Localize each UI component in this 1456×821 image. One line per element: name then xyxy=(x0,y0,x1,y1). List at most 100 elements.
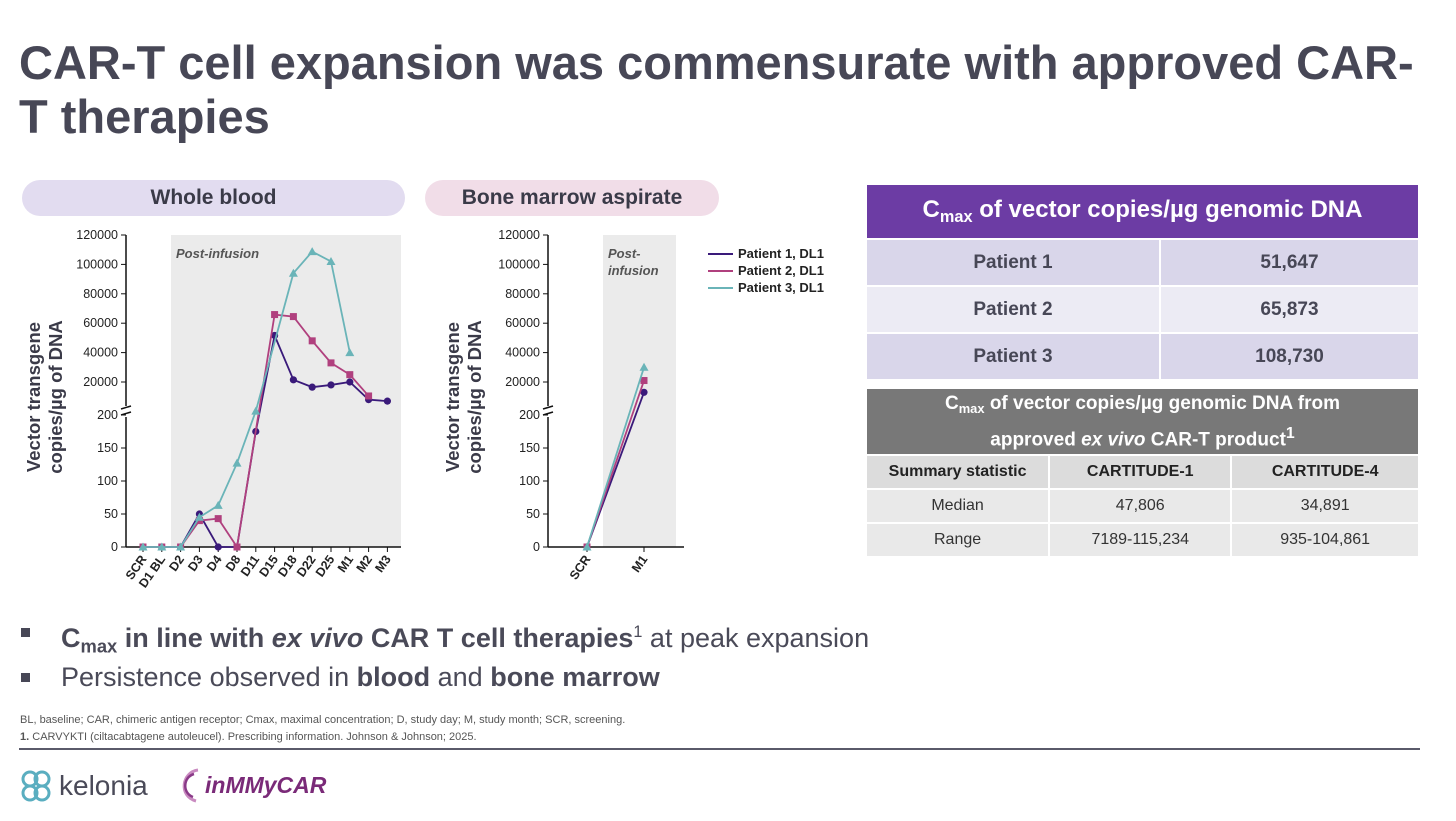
data-point xyxy=(194,512,204,521)
legend-entry: Patient 3, DL1 xyxy=(738,280,824,295)
table-row: Patient 3 108,730 xyxy=(867,332,1421,379)
patient-cmax: 108,730 xyxy=(1159,332,1421,379)
data-point xyxy=(213,500,223,509)
x-tick-label: D11 xyxy=(238,553,262,579)
x-tick-label: M1 xyxy=(335,553,356,575)
data-point xyxy=(327,359,335,367)
footer-divider xyxy=(19,748,1420,750)
axis-break-mark xyxy=(120,405,132,410)
post-infusion-region xyxy=(171,235,401,547)
data-point xyxy=(308,337,316,345)
x-tick-label: D2 xyxy=(166,553,187,574)
y-tick-label: 150 xyxy=(519,441,540,455)
cmax-patients-table: Cmax of vector copies/µg genomic DNA Pat… xyxy=(867,185,1421,379)
reference: 1. CARVYKTI (ciltacabtagene autoleucel).… xyxy=(20,731,477,743)
post-infusion-label: Post-infusion xyxy=(176,246,259,261)
footnotes: BL, baseline; CAR, chimeric antigen rece… xyxy=(20,712,625,746)
y-tick-label: 120000 xyxy=(498,228,540,242)
data-point xyxy=(214,543,222,551)
data-point xyxy=(640,388,648,396)
data-point xyxy=(176,542,186,551)
data-point xyxy=(640,377,648,385)
legend-entry: Patient 2, DL1 xyxy=(738,263,824,278)
abbreviations: BL, baseline; CAR, chimeric antigen rece… xyxy=(20,714,626,726)
cell: 34,891 xyxy=(1231,488,1420,524)
y-tick-label: 20000 xyxy=(505,375,540,389)
y-axis-label: Vector transgene xyxy=(442,322,463,472)
data-point xyxy=(345,348,355,357)
approved-table-header: Cmax of vector copies/µg genomic DNA fro… xyxy=(867,387,1420,456)
table-row: Range 7189-115,234 935-104,861 xyxy=(867,522,1420,558)
y-axis-label: Vector transgene xyxy=(23,322,44,472)
y-tick-label: 100 xyxy=(519,474,540,488)
y-tick-label: 150 xyxy=(97,441,118,455)
y-tick-label: 60000 xyxy=(505,316,540,330)
x-tick-label: D3 xyxy=(185,553,206,574)
post-infusion-label: Post- xyxy=(608,246,641,261)
table-row: Median 47,806 34,891 xyxy=(867,488,1420,524)
x-tick-label: D22 xyxy=(294,553,319,580)
data-point xyxy=(639,362,649,371)
y-tick-label: 100 xyxy=(97,474,118,488)
data-point xyxy=(233,543,241,551)
patient-cmax: 65,873 xyxy=(1159,285,1421,333)
patient-cmax: 51,647 xyxy=(1159,238,1421,286)
post-infusion-label: infusion xyxy=(608,263,659,278)
data-point xyxy=(346,378,354,386)
y-tick-label: 40000 xyxy=(83,346,118,360)
table-row: Patient 2 65,873 xyxy=(867,285,1421,333)
data-point xyxy=(232,458,242,467)
x-tick-label: SCR xyxy=(567,553,594,583)
kelonia-logo: kelonia xyxy=(19,768,148,804)
data-point xyxy=(251,406,261,415)
data-point xyxy=(271,311,279,319)
y-tick-label: 100000 xyxy=(498,257,540,271)
charts-canvas: 0 50 100 150 200 20000 40000 60000 80000 100000 12… xyxy=(23,228,824,590)
y-tick-label: 40000 xyxy=(505,346,540,360)
y-tick-label: 0 xyxy=(533,540,540,554)
bullet-cmax: Cmax in line with ex vivo CAR T cell the… xyxy=(19,610,869,657)
y-tick-label: 120000 xyxy=(76,228,118,242)
panel-label-whole-blood: Whole blood xyxy=(22,180,405,216)
column-header: CARTITUDE-4 xyxy=(1231,454,1420,490)
y-tick-label: 100000 xyxy=(76,257,118,271)
x-tick-label: M2 xyxy=(354,553,375,575)
table-row: Patient 1 51,647 xyxy=(867,238,1421,286)
patient-label: Patient 3 xyxy=(867,332,1161,379)
data-point xyxy=(582,542,592,551)
data-point xyxy=(157,542,167,551)
y-axis-label: copies/µg of DNA xyxy=(464,320,485,474)
x-tick-label: D18 xyxy=(275,553,300,580)
data-point xyxy=(308,383,316,391)
inmmycar-logo-icon xyxy=(182,768,199,803)
cell: Median xyxy=(867,488,1051,524)
y-tick-label: 0 xyxy=(111,540,118,554)
cell: Range xyxy=(867,522,1051,558)
data-point xyxy=(327,381,335,389)
axis-break-mark xyxy=(542,405,554,410)
y-tick-label: 80000 xyxy=(505,287,540,301)
data-point xyxy=(288,268,298,277)
y-tick-label: 20000 xyxy=(83,375,118,389)
x-tick-label: M1 xyxy=(629,553,650,575)
approved-product-table: Cmax of vector copies/µg genomic DNA fro… xyxy=(867,387,1420,558)
x-tick-label: D15 xyxy=(256,553,281,580)
key-points: Cmax in line with ex vivo CAR T cell the… xyxy=(19,610,869,700)
data-point xyxy=(346,371,354,379)
column-header: Summary statistic xyxy=(867,454,1051,490)
y-tick-label: 200 xyxy=(519,408,540,422)
data-point xyxy=(383,397,391,405)
bullet-persistence: Persistence observed in blood and bone m… xyxy=(19,655,869,700)
data-point xyxy=(138,542,148,551)
data-point xyxy=(307,247,317,256)
page-title: CAR-T cell expansion was commensurate wi… xyxy=(19,36,1414,143)
x-tick-label: D4 xyxy=(204,553,225,574)
data-point xyxy=(365,392,373,400)
inmmycar-logo: inMMyCAR xyxy=(176,766,326,804)
y-tick-label: 50 xyxy=(526,507,540,521)
x-tick-label: D25 xyxy=(313,553,338,580)
y-tick-label: 200 xyxy=(97,408,118,422)
y-tick-label: 50 xyxy=(104,507,118,521)
panel-label-bone-marrow: Bone marrow aspirate xyxy=(425,180,719,216)
cell: 47,806 xyxy=(1049,488,1233,524)
